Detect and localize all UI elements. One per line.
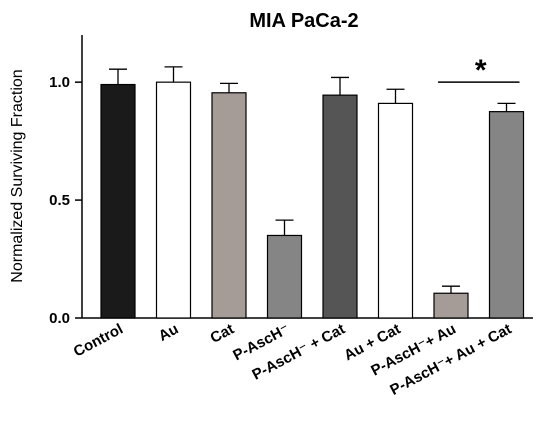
- category-label: P-AscH⁻ + Cat: [249, 321, 348, 384]
- category-label: Control: [71, 321, 126, 361]
- error-bars: [109, 66, 516, 294]
- category-label: Au: [156, 321, 182, 345]
- significance-annotation: *: [438, 54, 520, 87]
- y-tick-label: 1.0: [49, 74, 70, 91]
- category-label: Cat: [208, 321, 237, 347]
- y-ticks: 0.0 0.5 1.0: [49, 74, 82, 327]
- bar: [100, 83, 136, 319]
- bars: [100, 81, 525, 319]
- axes: [81, 35, 533, 319]
- bar: [155, 81, 192, 319]
- bar: [322, 94, 358, 319]
- y-tick-label: 0.5: [49, 192, 70, 209]
- y-axis-label: Normalized Surviving Fraction: [9, 69, 26, 282]
- chart-title: MIA PaCa-2: [249, 10, 358, 32]
- bar: [433, 292, 469, 319]
- bar: [266, 234, 303, 319]
- bar: [488, 111, 525, 319]
- bar: [211, 92, 247, 319]
- significance-star: *: [475, 54, 487, 87]
- bar: [377, 102, 414, 319]
- y-tick-label: 0.0: [49, 310, 70, 327]
